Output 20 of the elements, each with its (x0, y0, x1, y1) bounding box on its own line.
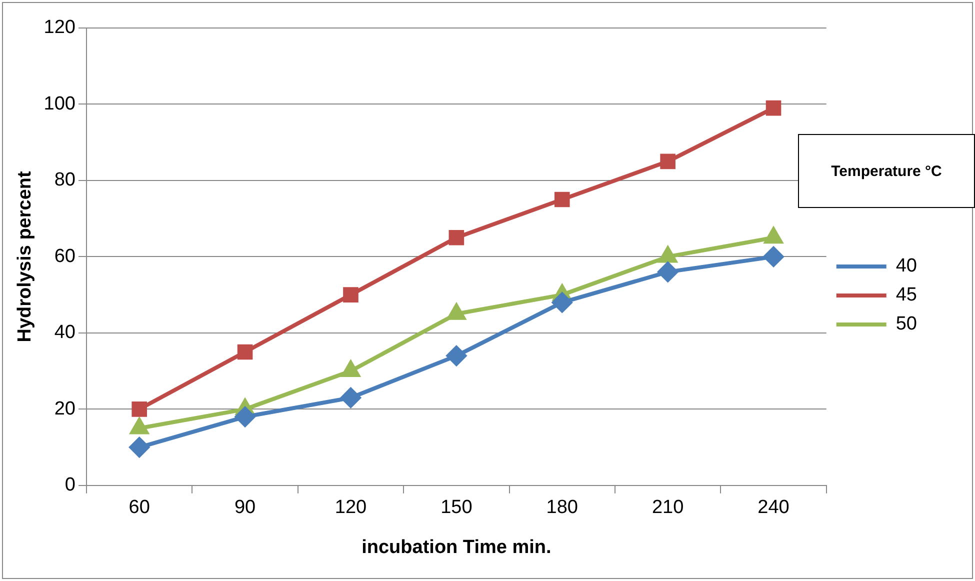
legend-label: 45 (896, 284, 918, 306)
x-tick-label: 210 (652, 497, 684, 518)
y-tick-label: 0 (64, 474, 76, 496)
legend-label: 40 (896, 256, 918, 277)
legend-label: 50 (896, 314, 918, 335)
y-axis-title: Hydrolysis percent (14, 170, 36, 342)
x-tick-label: 180 (546, 497, 578, 518)
legend-title-box: Temperature °C (798, 134, 975, 208)
x-tick-label: 150 (440, 497, 472, 518)
y-tick-label: 80 (54, 170, 76, 191)
y-tick-label: 60 (54, 246, 76, 267)
y-tick-label: 120 (44, 17, 76, 38)
x-tick-label: 240 (758, 497, 790, 518)
x-tick-label: 120 (334, 497, 367, 518)
y-tick-label: 20 (54, 398, 76, 420)
y-tick-label: 100 (44, 93, 76, 114)
x-tick-label: 90 (234, 497, 256, 518)
y-tick-label: 40 (54, 322, 76, 344)
x-axis-title: incubation Time min. (362, 536, 552, 558)
x-tick-label: 60 (128, 497, 150, 518)
